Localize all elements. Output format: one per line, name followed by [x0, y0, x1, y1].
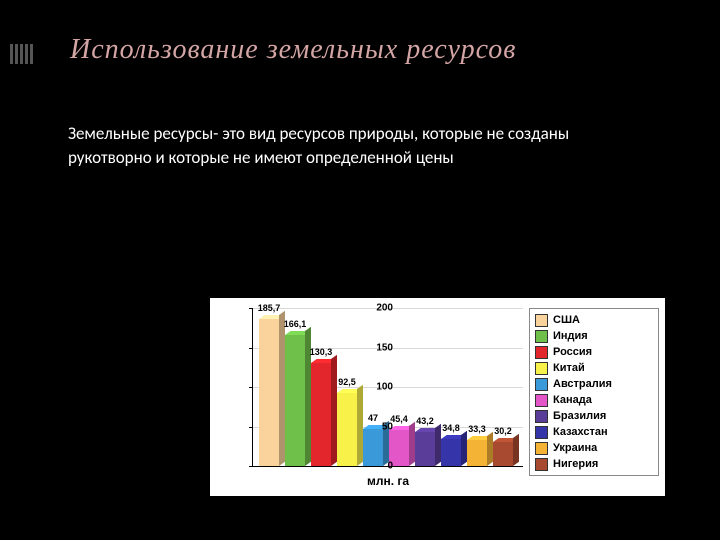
legend-swatch [535, 442, 548, 455]
chart: млн. га 185,7166,1130,392,54745,443,234,… [210, 298, 665, 496]
legend-swatch [535, 458, 548, 471]
bar-value-label: 30,2 [483, 426, 523, 436]
legend-label: Австралия [553, 378, 612, 390]
slide: Использование земельных ресурсов Земельн… [0, 0, 720, 540]
legend-label: Канада [553, 394, 592, 406]
y-tick-label: 50 [365, 421, 393, 432]
legend-label: Китай [553, 362, 585, 374]
legend-swatch [535, 426, 548, 439]
y-tick-label: 150 [365, 342, 393, 353]
legend-swatch [535, 410, 548, 423]
page-title: Использование земельных ресурсов [70, 34, 516, 66]
y-tick-label: 100 [365, 382, 393, 393]
bar [415, 432, 435, 466]
legend-item: Россия [535, 344, 653, 360]
legend-swatch [535, 362, 548, 375]
bar [337, 393, 357, 466]
bar-value-label: 130,3 [301, 347, 341, 357]
decor-bars [10, 44, 34, 64]
legend-label: Нигерия [553, 458, 598, 470]
legend-label: Казахстан [553, 426, 608, 438]
y-tick-label: 0 [365, 461, 393, 472]
legend-item: Украина [535, 440, 653, 456]
bar-value-label: 92,5 [327, 377, 367, 387]
legend-item: Китай [535, 360, 653, 376]
legend-swatch [535, 330, 548, 343]
legend-label: Россия [553, 346, 592, 358]
legend-swatch [535, 378, 548, 391]
legend-item: Австралия [535, 376, 653, 392]
legend: США Индия Россия Китай Австралия Канада Бразил… [529, 308, 659, 476]
legend-item: США [535, 312, 653, 328]
legend-item: Казахстан [535, 424, 653, 440]
bar [441, 439, 461, 466]
bar [467, 440, 487, 466]
legend-swatch [535, 346, 548, 359]
body-text: Земельные ресурсы- это вид ресурсов прир… [68, 122, 648, 170]
y-tick-label: 200 [365, 303, 393, 314]
bar-value-label: 166,1 [275, 319, 315, 329]
legend-item: Индия [535, 328, 653, 344]
legend-label: Индия [553, 330, 588, 342]
legend-item: Бразилия [535, 408, 653, 424]
legend-item: Нигерия [535, 456, 653, 472]
bar [493, 442, 513, 466]
legend-label: Украина [553, 442, 597, 454]
bar-value-label: 185,7 [249, 303, 289, 313]
legend-swatch [535, 314, 548, 327]
legend-label: США [553, 314, 580, 326]
x-axis-label: млн. га [253, 474, 523, 488]
legend-swatch [535, 394, 548, 407]
legend-label: Бразилия [553, 410, 606, 422]
legend-item: Канада [535, 392, 653, 408]
bar [259, 319, 279, 466]
